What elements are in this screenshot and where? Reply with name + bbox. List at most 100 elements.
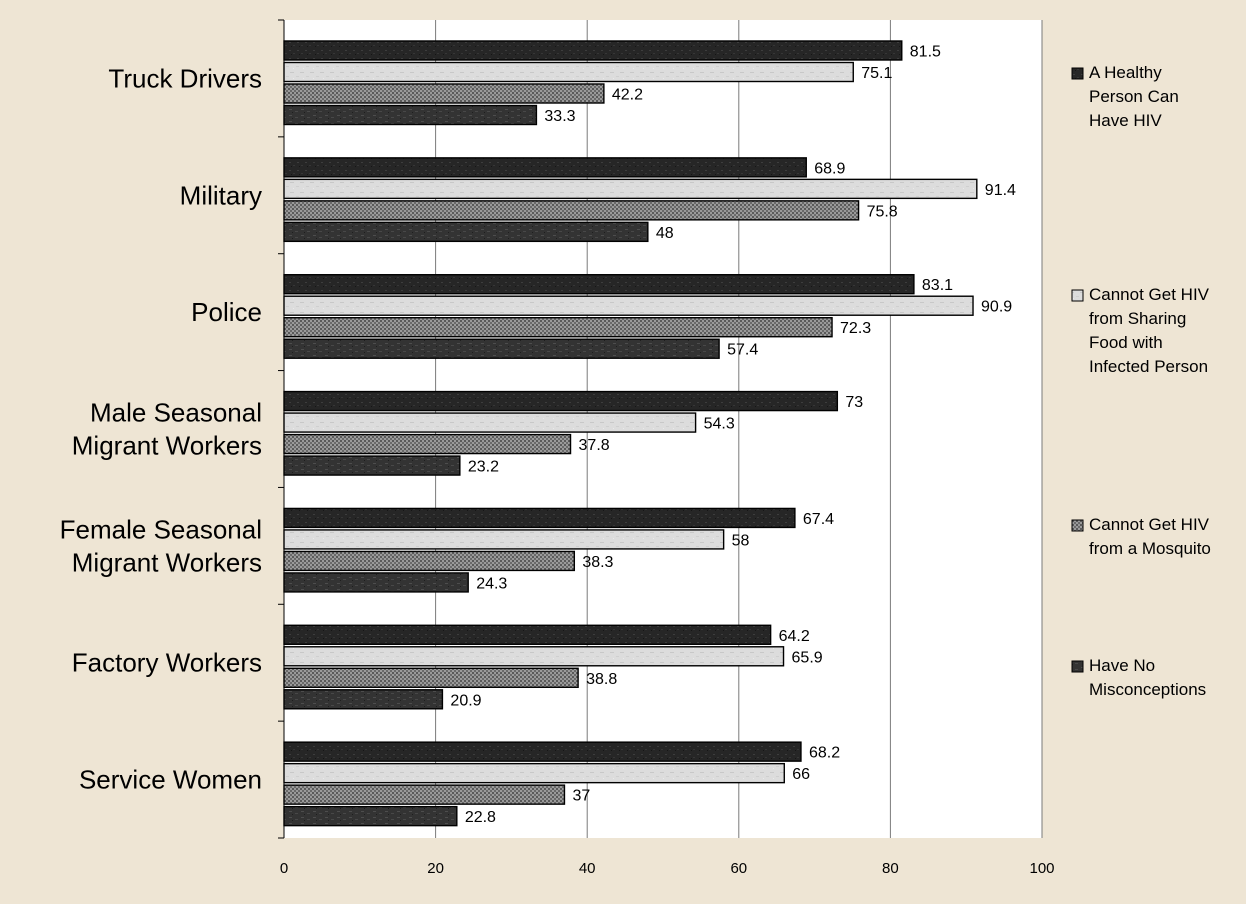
- legend-swatch: [1071, 289, 1084, 302]
- bar: [283, 805, 458, 827]
- data-label: 68.2: [809, 745, 840, 762]
- bar: [283, 412, 697, 433]
- legend: A Healthy Person Can Have HIV Cannot Get HI…: [1071, 63, 1211, 699]
- bar: [283, 646, 785, 667]
- data-label: 73: [845, 394, 863, 411]
- x-tick-label: 0: [280, 860, 288, 877]
- bar: [283, 455, 461, 476]
- bar: [283, 741, 802, 762]
- category-label-line: Migrant Workers: [72, 547, 262, 577]
- bar: [283, 762, 785, 784]
- bar: [283, 550, 576, 572]
- category-label-line: Migrant Workers: [72, 431, 262, 461]
- legend-entry-line: Have No: [1089, 656, 1155, 675]
- legend-entry-line: from Sharing: [1089, 309, 1186, 328]
- category-label: Truck Drivers: [108, 63, 262, 93]
- category-label: Male Seasonal Migrant Workers: [72, 398, 262, 461]
- bar: [283, 390, 839, 412]
- category-label-line: Truck Drivers: [108, 63, 262, 93]
- bar: [283, 104, 538, 126]
- bar: [283, 274, 915, 295]
- category-label: Police: [191, 297, 262, 327]
- bar: [283, 157, 807, 178]
- category-label: Service Women: [79, 765, 262, 795]
- data-label: 68.9: [814, 160, 845, 177]
- legend-swatch: [1071, 67, 1084, 80]
- x-tick-label: 40: [579, 860, 596, 877]
- bar: [283, 529, 725, 550]
- data-label: 64.2: [779, 628, 810, 645]
- bar: [283, 572, 469, 593]
- legend-entry-line: A Healthy: [1089, 63, 1162, 82]
- bar: [283, 83, 605, 104]
- bars: [283, 40, 978, 827]
- bar: [283, 338, 720, 359]
- legend-swatch: [1071, 519, 1084, 532]
- data-label: 48: [656, 225, 674, 242]
- legend-entry-line: Person Can: [1089, 87, 1179, 106]
- data-label: 75.1: [861, 65, 892, 82]
- data-label: 54.3: [704, 416, 735, 433]
- category-label-line: Female Seasonal: [60, 514, 262, 544]
- data-label: 37.8: [579, 437, 610, 454]
- bar: [283, 689, 444, 710]
- data-labels: 81.5 75.1 42.2 33.3 68.9 91.4 75.8 48 83.1 90.9 72…: [450, 44, 1016, 827]
- category-label-line: Police: [191, 297, 262, 327]
- data-label: 91.4: [985, 182, 1016, 199]
- x-axis-ticks: 0 20 40 60 80 100: [280, 860, 1055, 877]
- bar: [283, 317, 833, 338]
- legend-entry-line: Infected Person: [1089, 357, 1208, 376]
- bar: [283, 221, 649, 243]
- bar: [283, 178, 978, 200]
- data-label: 58: [732, 532, 750, 549]
- data-label: 22.8: [465, 809, 496, 826]
- legend-entry: A Healthy Person Can Have HIV: [1089, 63, 1179, 130]
- data-label: 33.3: [544, 108, 575, 125]
- data-label: 38.8: [586, 671, 617, 688]
- x-tick-label: 20: [427, 860, 444, 877]
- y-axis-ticks: [278, 19, 284, 839]
- data-label: 38.3: [582, 554, 613, 571]
- category-label: Factory Workers: [72, 648, 262, 678]
- legend-entry-line: from a Mosquito: [1089, 539, 1211, 558]
- category-label: Military: [180, 180, 262, 210]
- data-label: 90.9: [981, 299, 1012, 316]
- bar: [283, 667, 579, 688]
- legend-entry-line: Have HIV: [1089, 111, 1162, 130]
- x-tick-label: 80: [882, 860, 899, 877]
- legend-entry-line: Food with: [1089, 333, 1163, 352]
- bar: [283, 433, 572, 455]
- data-label: 67.4: [803, 511, 834, 528]
- data-label: 24.3: [476, 575, 507, 592]
- data-label: 37: [572, 788, 590, 805]
- category-label-line: Military: [180, 180, 262, 210]
- legend-entry: Cannot Get HIV from a Mosquito: [1089, 515, 1211, 558]
- legend-entry-line: Cannot Get HIV: [1089, 285, 1210, 304]
- data-label: 75.8: [867, 203, 898, 220]
- legend-entry: Have No Misconceptions: [1089, 656, 1206, 699]
- bar: [283, 295, 974, 316]
- data-label: 65.9: [792, 649, 823, 666]
- x-tick-label: 60: [730, 860, 747, 877]
- data-label: 72.3: [840, 320, 871, 337]
- category-label-line: Service Women: [79, 765, 262, 795]
- bar: [283, 40, 903, 61]
- bar: [283, 200, 860, 221]
- bar: [283, 61, 854, 83]
- data-label: 66: [792, 766, 810, 783]
- data-label: 57.4: [727, 342, 758, 359]
- legend-entry-line: Cannot Get HIV: [1089, 515, 1210, 534]
- category-label: Female Seasonal Migrant Workers: [60, 514, 262, 577]
- bar: [283, 784, 566, 805]
- legend-entry: Cannot Get HIV from Sharing Food with Infec…: [1089, 285, 1210, 376]
- data-label: 42.2: [612, 87, 643, 104]
- data-label: 83.1: [922, 277, 953, 294]
- data-label: 20.9: [450, 692, 481, 709]
- data-label: 81.5: [910, 44, 941, 61]
- x-tick-label: 100: [1029, 860, 1054, 877]
- legend-swatch: [1071, 660, 1084, 673]
- category-label-line: Factory Workers: [72, 648, 262, 678]
- data-label: 23.2: [468, 459, 499, 476]
